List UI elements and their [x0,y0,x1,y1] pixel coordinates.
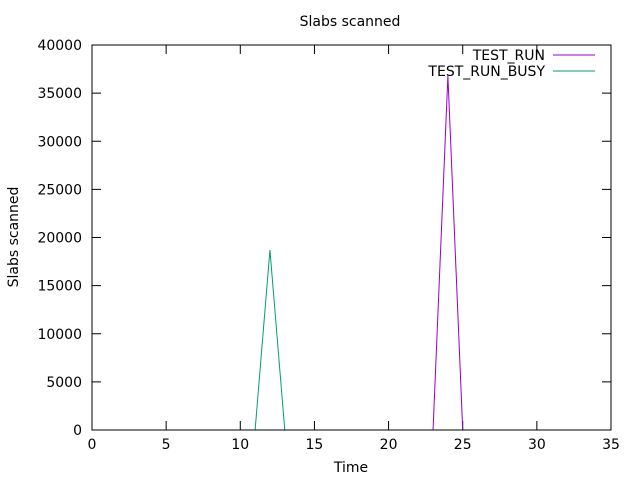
axis-tick-labels: 0 5 10 15 20 25 30 35 0 5000 10000 15000 20000 25000 3… [37,38,619,453]
series-group [92,75,611,431]
x-tick-label: 35 [602,437,620,453]
y-tick-label: 0 [73,423,82,439]
x-tick-label: 30 [528,437,546,453]
y-tick-label: 10000 [37,327,82,343]
x-tick-label: 5 [162,437,171,453]
legend-label: TEST_RUN_BUSY [427,64,545,80]
y-tick-label: 15000 [37,279,82,295]
x-tick-label: 10 [231,437,249,453]
y-tick-label: 30000 [37,134,82,150]
y-axis-label: Slabs scanned [6,187,22,288]
chart-title: Slabs scanned [300,14,401,30]
axis-ticks [91,44,612,431]
x-tick-label: 20 [380,437,398,453]
plot-frame [91,44,612,431]
series-line-test-run-busy [92,249,611,431]
legend-label: TEST_RUN [472,48,545,64]
x-tick-label: 25 [454,437,472,453]
x-tick-label: 0 [88,437,97,453]
y-tick-label: 20000 [37,231,82,247]
series-line-test-run [92,75,611,431]
y-tick-label: 40000 [37,38,82,54]
y-tick-label: 5000 [46,375,82,391]
x-tick-label: 15 [306,437,324,453]
y-tick-label: 35000 [37,86,82,102]
x-axis-label: Time [333,460,368,476]
y-tick-label: 25000 [37,182,82,198]
